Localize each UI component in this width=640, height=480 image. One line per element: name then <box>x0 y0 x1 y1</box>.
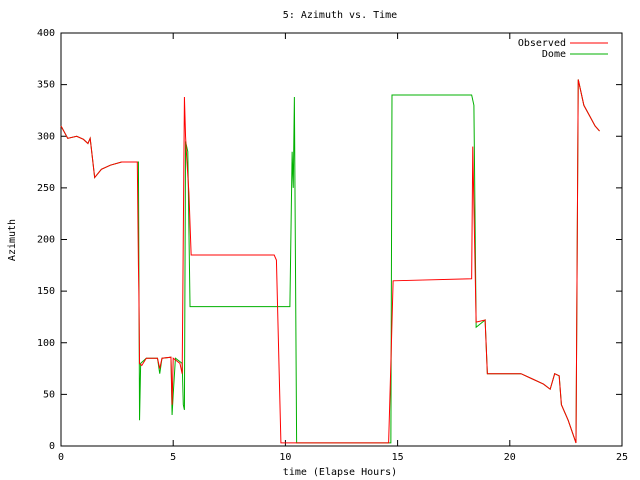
y-tick-label: 200 <box>37 235 55 246</box>
y-axis-label: Azimuth <box>7 219 18 261</box>
y-tick-label: 250 <box>37 183 55 194</box>
series-line <box>60 79 600 444</box>
y-tick-label: 300 <box>37 131 55 142</box>
y-tick-label: 100 <box>37 338 55 349</box>
legend-label: Observed <box>518 38 566 49</box>
x-tick-label: 25 <box>616 452 628 463</box>
x-axis-label: time (Elapse Hours) <box>283 467 397 478</box>
y-tick-label: 150 <box>37 286 55 297</box>
y-tick-label: 400 <box>37 28 55 39</box>
y-tick-label: 350 <box>37 80 55 91</box>
x-tick-label: 20 <box>504 452 516 463</box>
legend-label: Dome <box>542 49 566 60</box>
y-tick-label: 0 <box>49 441 55 452</box>
x-tick-label: 0 <box>58 452 64 463</box>
x-tick-label: 10 <box>279 452 291 463</box>
chart-title: 5: Azimuth vs. Time <box>283 10 397 21</box>
x-tick-label: 15 <box>392 452 404 463</box>
x-tick-label: 5 <box>170 452 176 463</box>
y-tick-label: 50 <box>43 389 55 400</box>
